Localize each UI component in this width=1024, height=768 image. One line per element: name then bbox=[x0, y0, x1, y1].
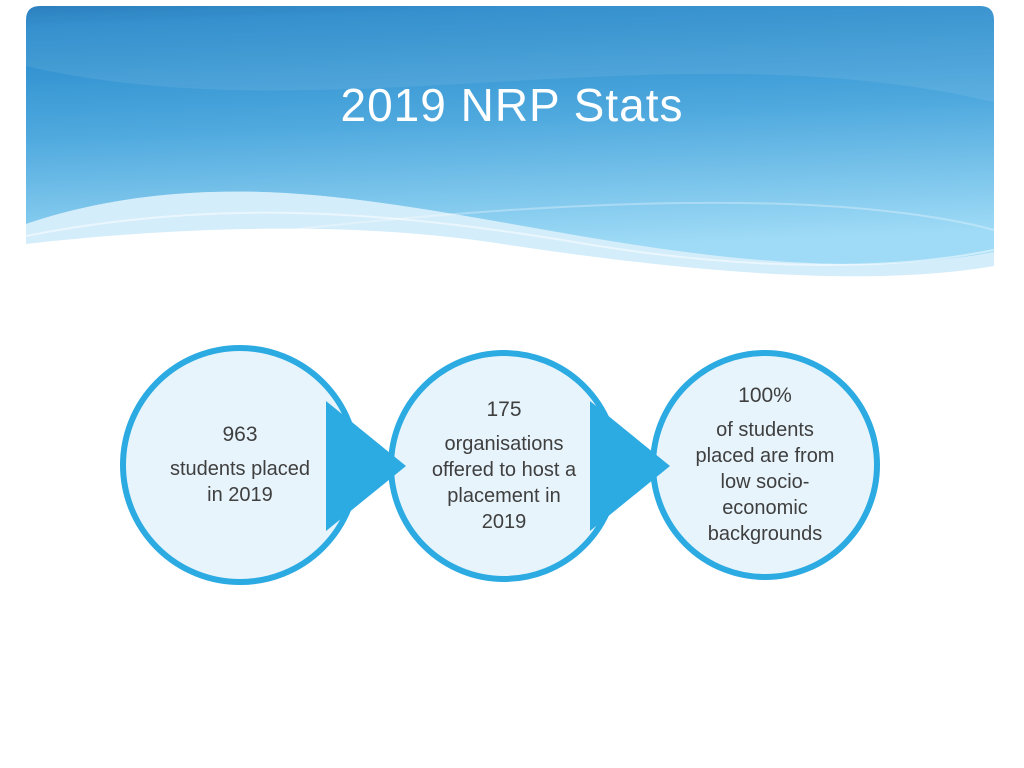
wave-line-2 bbox=[55, 201, 994, 259]
stat-value: 175 bbox=[486, 398, 522, 422]
wave-line-1 bbox=[26, 211, 994, 267]
stat-circle-socioeconomic: 100% of students placed are from low soc… bbox=[650, 350, 880, 580]
slide-title: 2019 NRP Stats bbox=[340, 79, 684, 131]
arrow-right-icon bbox=[326, 401, 406, 531]
stat-circle-students-placed: 963 students placed in 2019 bbox=[120, 345, 360, 585]
stat-value: 100% bbox=[738, 384, 792, 408]
stat-label: students placed in 2019 bbox=[169, 457, 311, 506]
arrow-right-icon bbox=[590, 401, 670, 531]
stat-label: organisations offered to host a placemen… bbox=[431, 432, 577, 533]
wave-main-shape bbox=[26, 6, 994, 265]
wave-sheen bbox=[26, 6, 994, 102]
stat-label: of students placed are from low socio- e… bbox=[695, 418, 835, 545]
stat-value: 963 bbox=[222, 423, 258, 447]
stat-circle-organisations: 175 organisations offered to host a plac… bbox=[388, 350, 620, 582]
header-wave-graphic bbox=[26, 6, 994, 277]
